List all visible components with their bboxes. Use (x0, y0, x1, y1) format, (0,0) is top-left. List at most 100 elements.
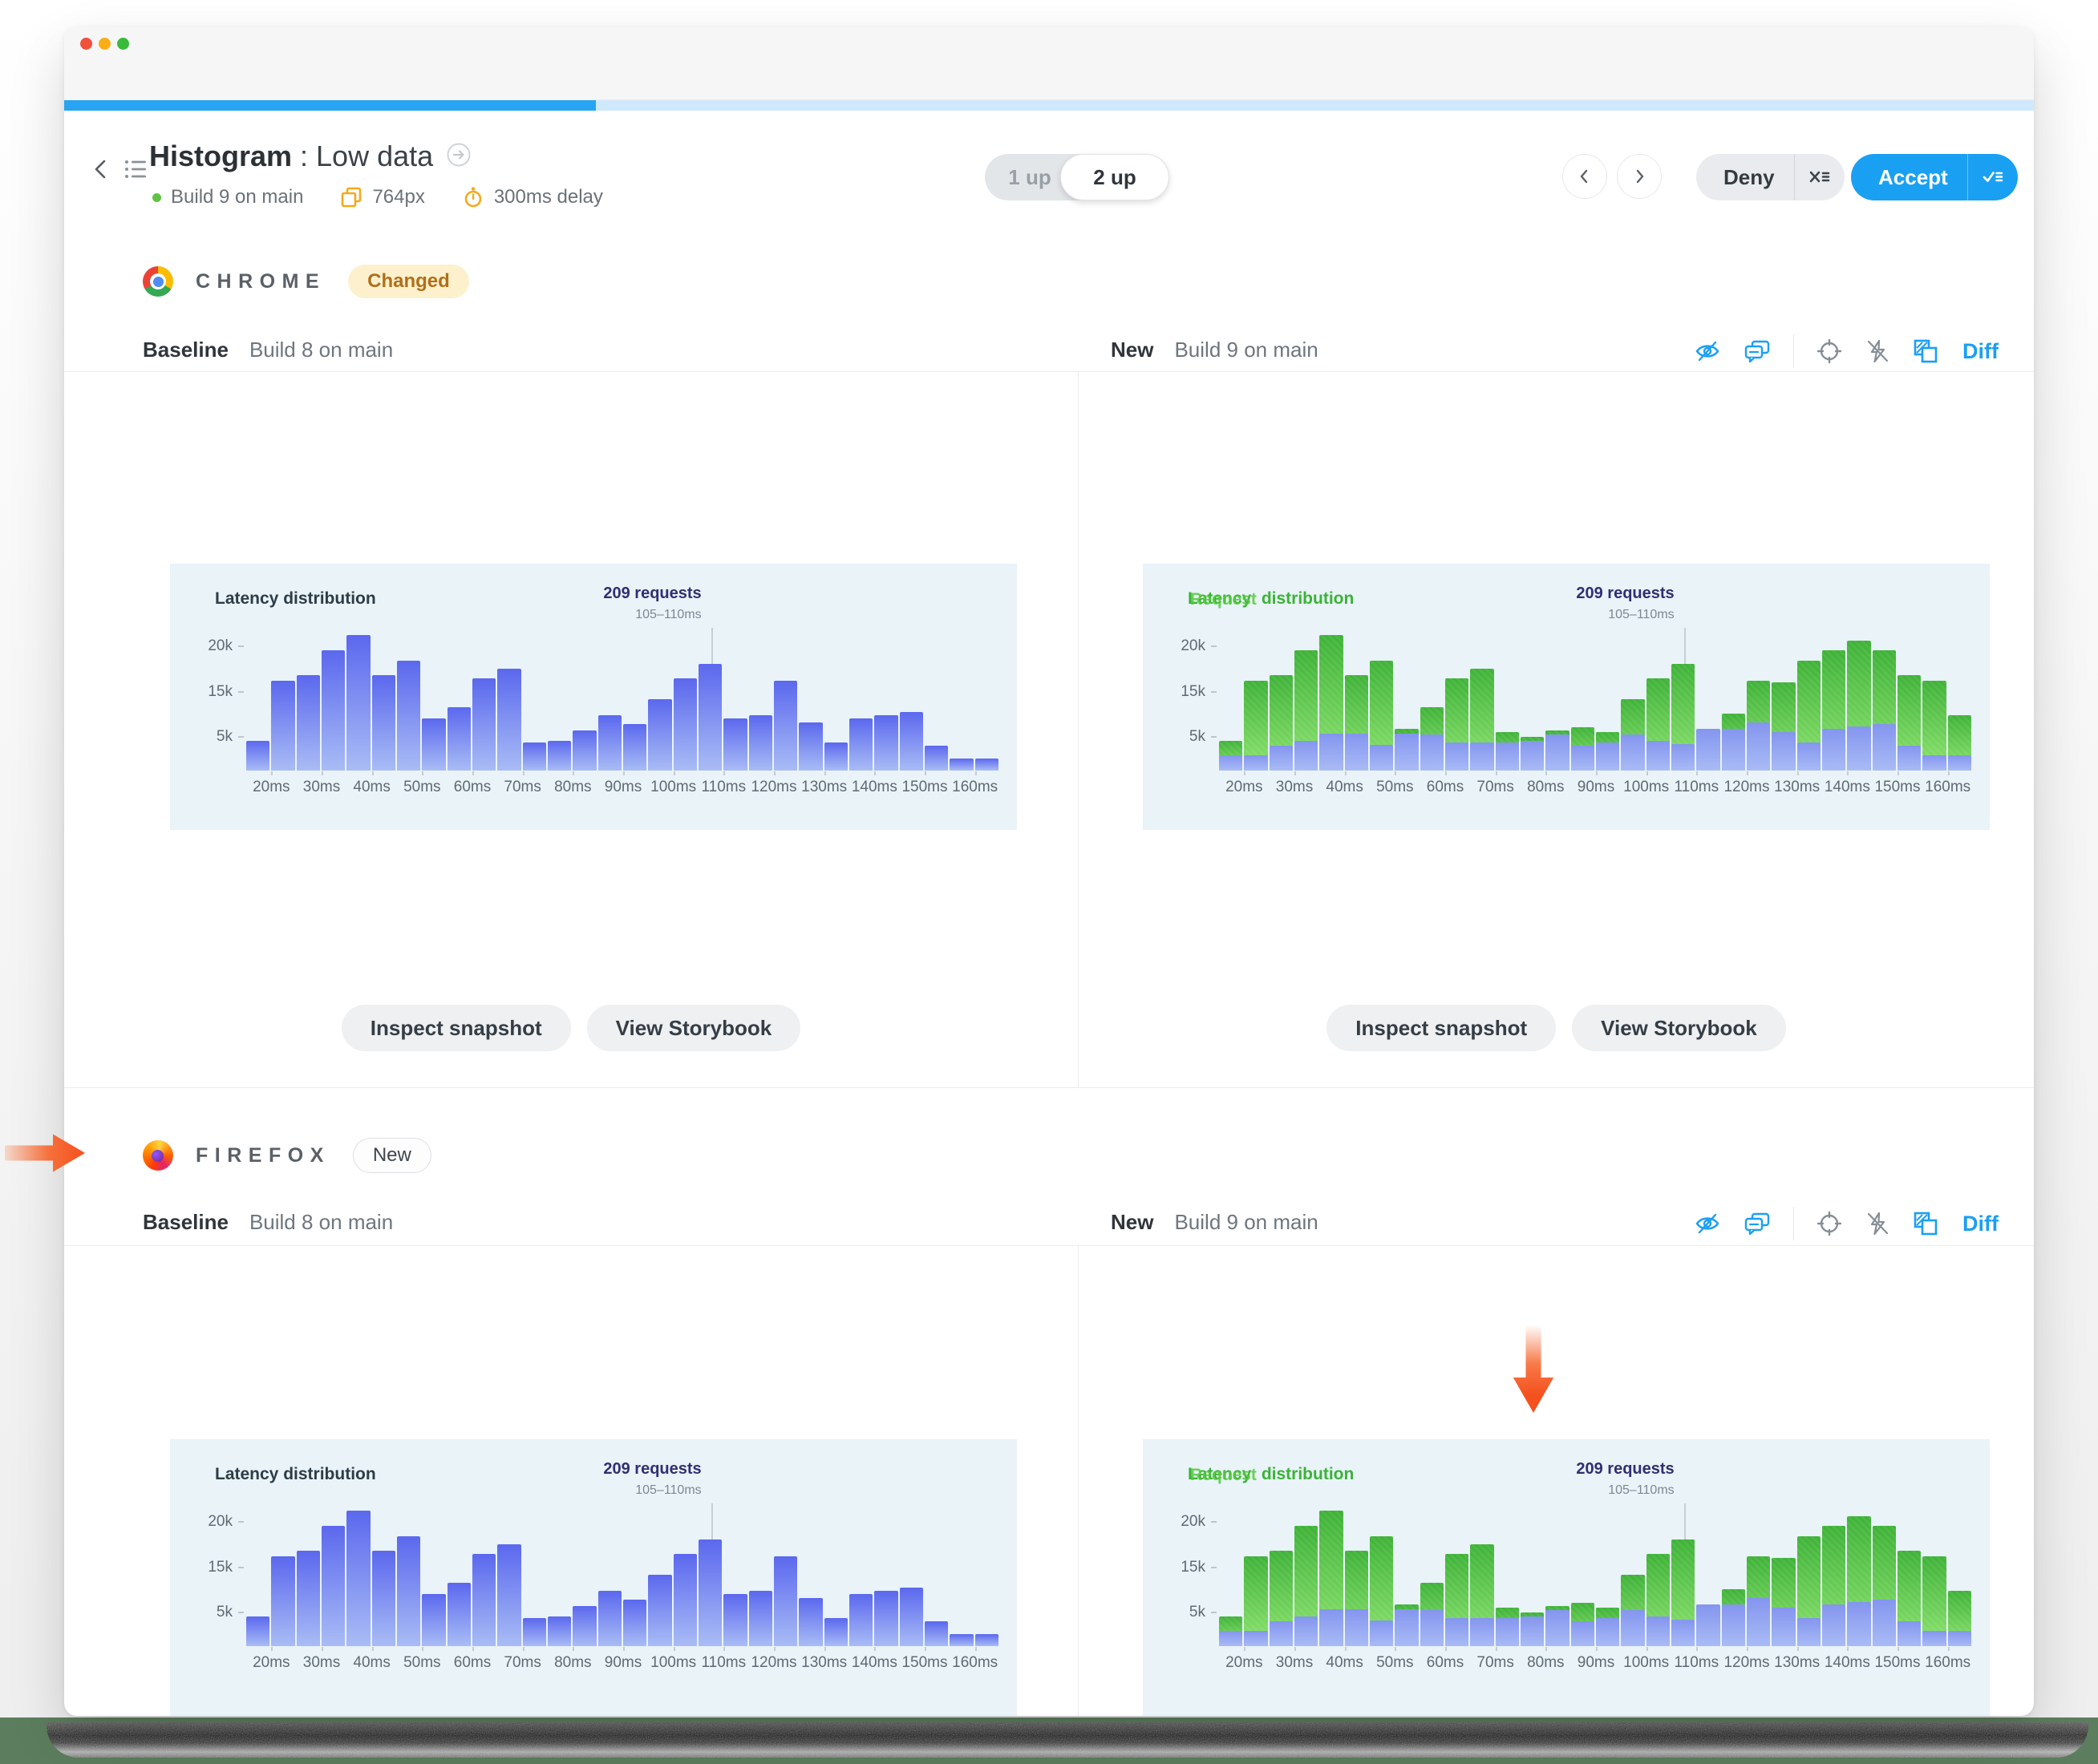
focus-crosshair-icon[interactable] (1817, 338, 1842, 364)
chart-title-diff: Latency Request distribution (1188, 589, 1355, 609)
histogram-bin (925, 1439, 949, 1646)
bar-baseline-overlay (1772, 731, 1796, 771)
bar-baseline-overlay (1671, 743, 1695, 771)
x-axis-tick-label: 100ms (650, 1654, 697, 1671)
bar-baseline-overlay (1872, 1600, 1896, 1646)
y-axis-tick-label: 15k (208, 1559, 233, 1576)
zap-off-icon[interactable] (1865, 1211, 1890, 1236)
histogram-bin (597, 1439, 622, 1646)
annotation-value: 209 requests (1576, 585, 1675, 602)
firefox-baseline-snapshot-chart: Latency distribution 20k 15k 5k 20ms 30ms 40ms… (170, 1439, 1017, 1716)
x-axis-tick-label: 100ms (1623, 779, 1670, 795)
bar-baseline-overlay (1495, 1618, 1519, 1646)
x-axis-tick (1395, 771, 1397, 775)
annotation-range: 105–110ms (635, 608, 702, 621)
browser-row-chrome: CHROME Changed (143, 265, 469, 298)
histogram-bin (1545, 1439, 1569, 1646)
diff-label[interactable]: Diff (1962, 1211, 1999, 1236)
accept-batch-menu[interactable] (1968, 168, 2018, 187)
progress-bar (64, 100, 2034, 111)
bar-baseline (925, 1621, 949, 1646)
x-axis-tick-label: 60ms (453, 779, 492, 795)
comments-icon[interactable] (1744, 1212, 1771, 1236)
x-axis-tick-label: 30ms (1275, 779, 1314, 795)
chrome-baseline-snapshot-chart: Latency distribution 20k 15k 5k 20ms 30ms 40ms… (170, 564, 1017, 830)
deny-button[interactable]: Deny (1696, 154, 1845, 200)
bar-baseline-overlay (1219, 1630, 1243, 1646)
x-axis-tick (1847, 1647, 1849, 1651)
story-list-icon[interactable] (124, 157, 149, 185)
x-axis-tick-label: 100ms (1623, 1654, 1670, 1671)
histogram-bin (974, 564, 998, 771)
comments-icon[interactable] (1744, 339, 1771, 363)
histogram-bin (1294, 1439, 1318, 1646)
x-axis-tick (1596, 1647, 1598, 1651)
bar-baseline-overlay (1646, 741, 1670, 771)
histogram-bin (1696, 564, 1720, 771)
status-dot-icon (152, 192, 161, 202)
previous-snapshot-button[interactable] (1562, 154, 1607, 199)
diff-toggle[interactable] (1913, 1211, 1940, 1236)
histogram-bin (1445, 564, 1469, 771)
build-status: Build 9 on main (152, 186, 303, 208)
annotation-range: 105–110ms (1608, 1483, 1675, 1497)
histogram-bin (774, 1439, 798, 1646)
close-window-button[interactable] (80, 38, 92, 50)
y-axis-tick (238, 645, 244, 647)
deny-batch-menu[interactable] (1795, 168, 1845, 187)
x-axis-tick (1244, 1647, 1246, 1651)
annotation-callout-line (711, 1503, 713, 1539)
x-axis-tick-label: 110ms (701, 1654, 747, 1671)
go-to-story-icon[interactable] (446, 141, 472, 175)
bar-baseline (673, 678, 697, 771)
x-axis-tick (723, 1647, 726, 1651)
diff-label[interactable]: Diff (1962, 338, 1999, 363)
x-axis-tick (974, 1647, 977, 1651)
minimize-window-button[interactable] (99, 38, 111, 50)
bar-baseline (322, 649, 346, 771)
bar-baseline (799, 722, 823, 771)
view-storybook-button[interactable]: View Storybook (586, 1005, 801, 1051)
compare-row-chrome: Baseline Build 8 on main New Build 9 on … (64, 333, 2034, 372)
snapshot-tools-firefox: Diff (1694, 1207, 1999, 1240)
bar-baseline-overlay (1796, 1618, 1821, 1646)
toggle-1up[interactable]: 1 up (1008, 165, 1051, 189)
bar-baseline-overlay (1395, 1608, 1419, 1646)
bar-baseline-overlay (1747, 1597, 1771, 1646)
next-snapshot-button[interactable] (1617, 154, 1662, 199)
hide-diff-eye-off-icon[interactable] (1694, 1212, 1721, 1236)
inspect-snapshot-button[interactable]: Inspect snapshot (341, 1005, 571, 1051)
accept-batch-icon (1983, 172, 2003, 182)
zap-off-icon[interactable] (1865, 338, 1890, 364)
window-titlebar (64, 27, 2034, 100)
browser-name-firefox: FIREFOX (196, 1143, 330, 1167)
bar-baseline-overlay (1822, 728, 1846, 771)
y-axis-tick-label: 15k (1181, 683, 1205, 700)
x-axis-tick-label: 120ms (751, 1654, 797, 1671)
bar-baseline (950, 1633, 974, 1646)
bar-baseline (648, 699, 672, 771)
back-chevron-icon[interactable] (91, 157, 111, 185)
histogram-bin (296, 1439, 320, 1646)
focus-crosshair-icon[interactable] (1817, 1211, 1842, 1236)
deny-label[interactable]: Deny (1723, 164, 1775, 189)
histogram-bin (548, 564, 572, 771)
zoom-window-button[interactable] (117, 38, 129, 50)
y-axis-tick (238, 1567, 244, 1568)
hide-diff-eye-off-icon[interactable] (1694, 339, 1721, 363)
bar-baseline (548, 741, 572, 771)
toggle-2up[interactable]: 2 up (1060, 154, 1169, 200)
view-storybook-button[interactable]: View Storybook (1572, 1005, 1786, 1051)
accept-button[interactable]: Accept (1851, 154, 2019, 200)
x-axis-tick-label: 80ms (554, 1654, 592, 1671)
bar-baseline-overlay (1570, 1621, 1594, 1646)
bar-baseline (673, 1553, 697, 1646)
histogram-bin (1319, 1439, 1343, 1646)
viewport-label: 764px (372, 186, 425, 208)
accept-label[interactable]: Accept (1878, 164, 1948, 189)
inspect-snapshot-button[interactable]: Inspect snapshot (1326, 1005, 1557, 1051)
x-axis-tick (322, 1647, 323, 1651)
chart-title: Latency distribution (215, 1465, 376, 1483)
diff-toggle[interactable] (1913, 338, 1940, 364)
bar-baseline (648, 1575, 672, 1646)
